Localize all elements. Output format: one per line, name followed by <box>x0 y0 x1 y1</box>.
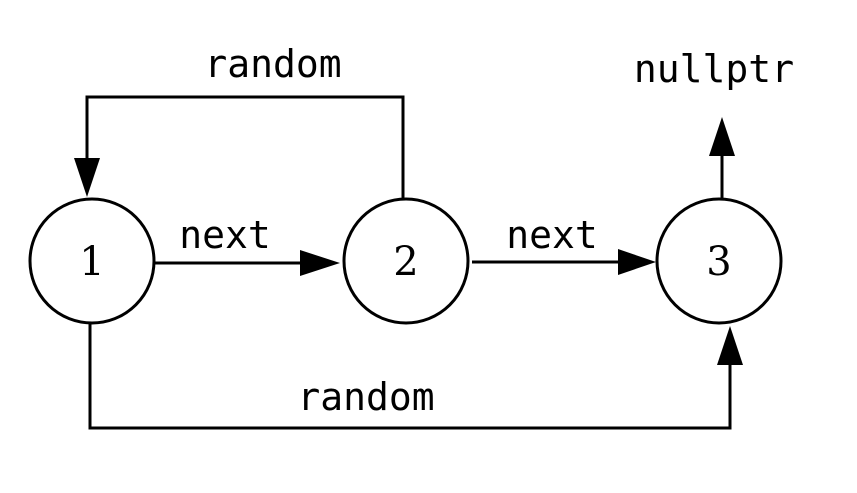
arrowhead-3-nullptr <box>709 117 735 156</box>
edge-label-random-1-3: random <box>297 375 434 419</box>
edge-label-random-2-1: random <box>204 42 341 86</box>
edge-label-next-1-2: next <box>179 213 271 257</box>
nullptr-label: nullptr <box>634 47 794 91</box>
node-3-label: 3 <box>706 239 731 285</box>
node-2-label: 2 <box>393 239 418 285</box>
edge-label-next-2-3: next <box>506 213 598 257</box>
arrowhead-next-2-3 <box>618 249 656 275</box>
arrowhead-random-1-3 <box>717 326 743 365</box>
node-3: 3 <box>657 199 781 323</box>
node-2: 2 <box>344 199 468 323</box>
edge-random-2-1 <box>74 97 403 200</box>
arrowhead-random-2-1 <box>74 158 100 197</box>
node-1-label: 1 <box>79 239 104 285</box>
node-1: 1 <box>30 199 154 323</box>
edge-3-nullptr <box>709 117 735 199</box>
arrowhead-next-1-2 <box>300 250 340 276</box>
